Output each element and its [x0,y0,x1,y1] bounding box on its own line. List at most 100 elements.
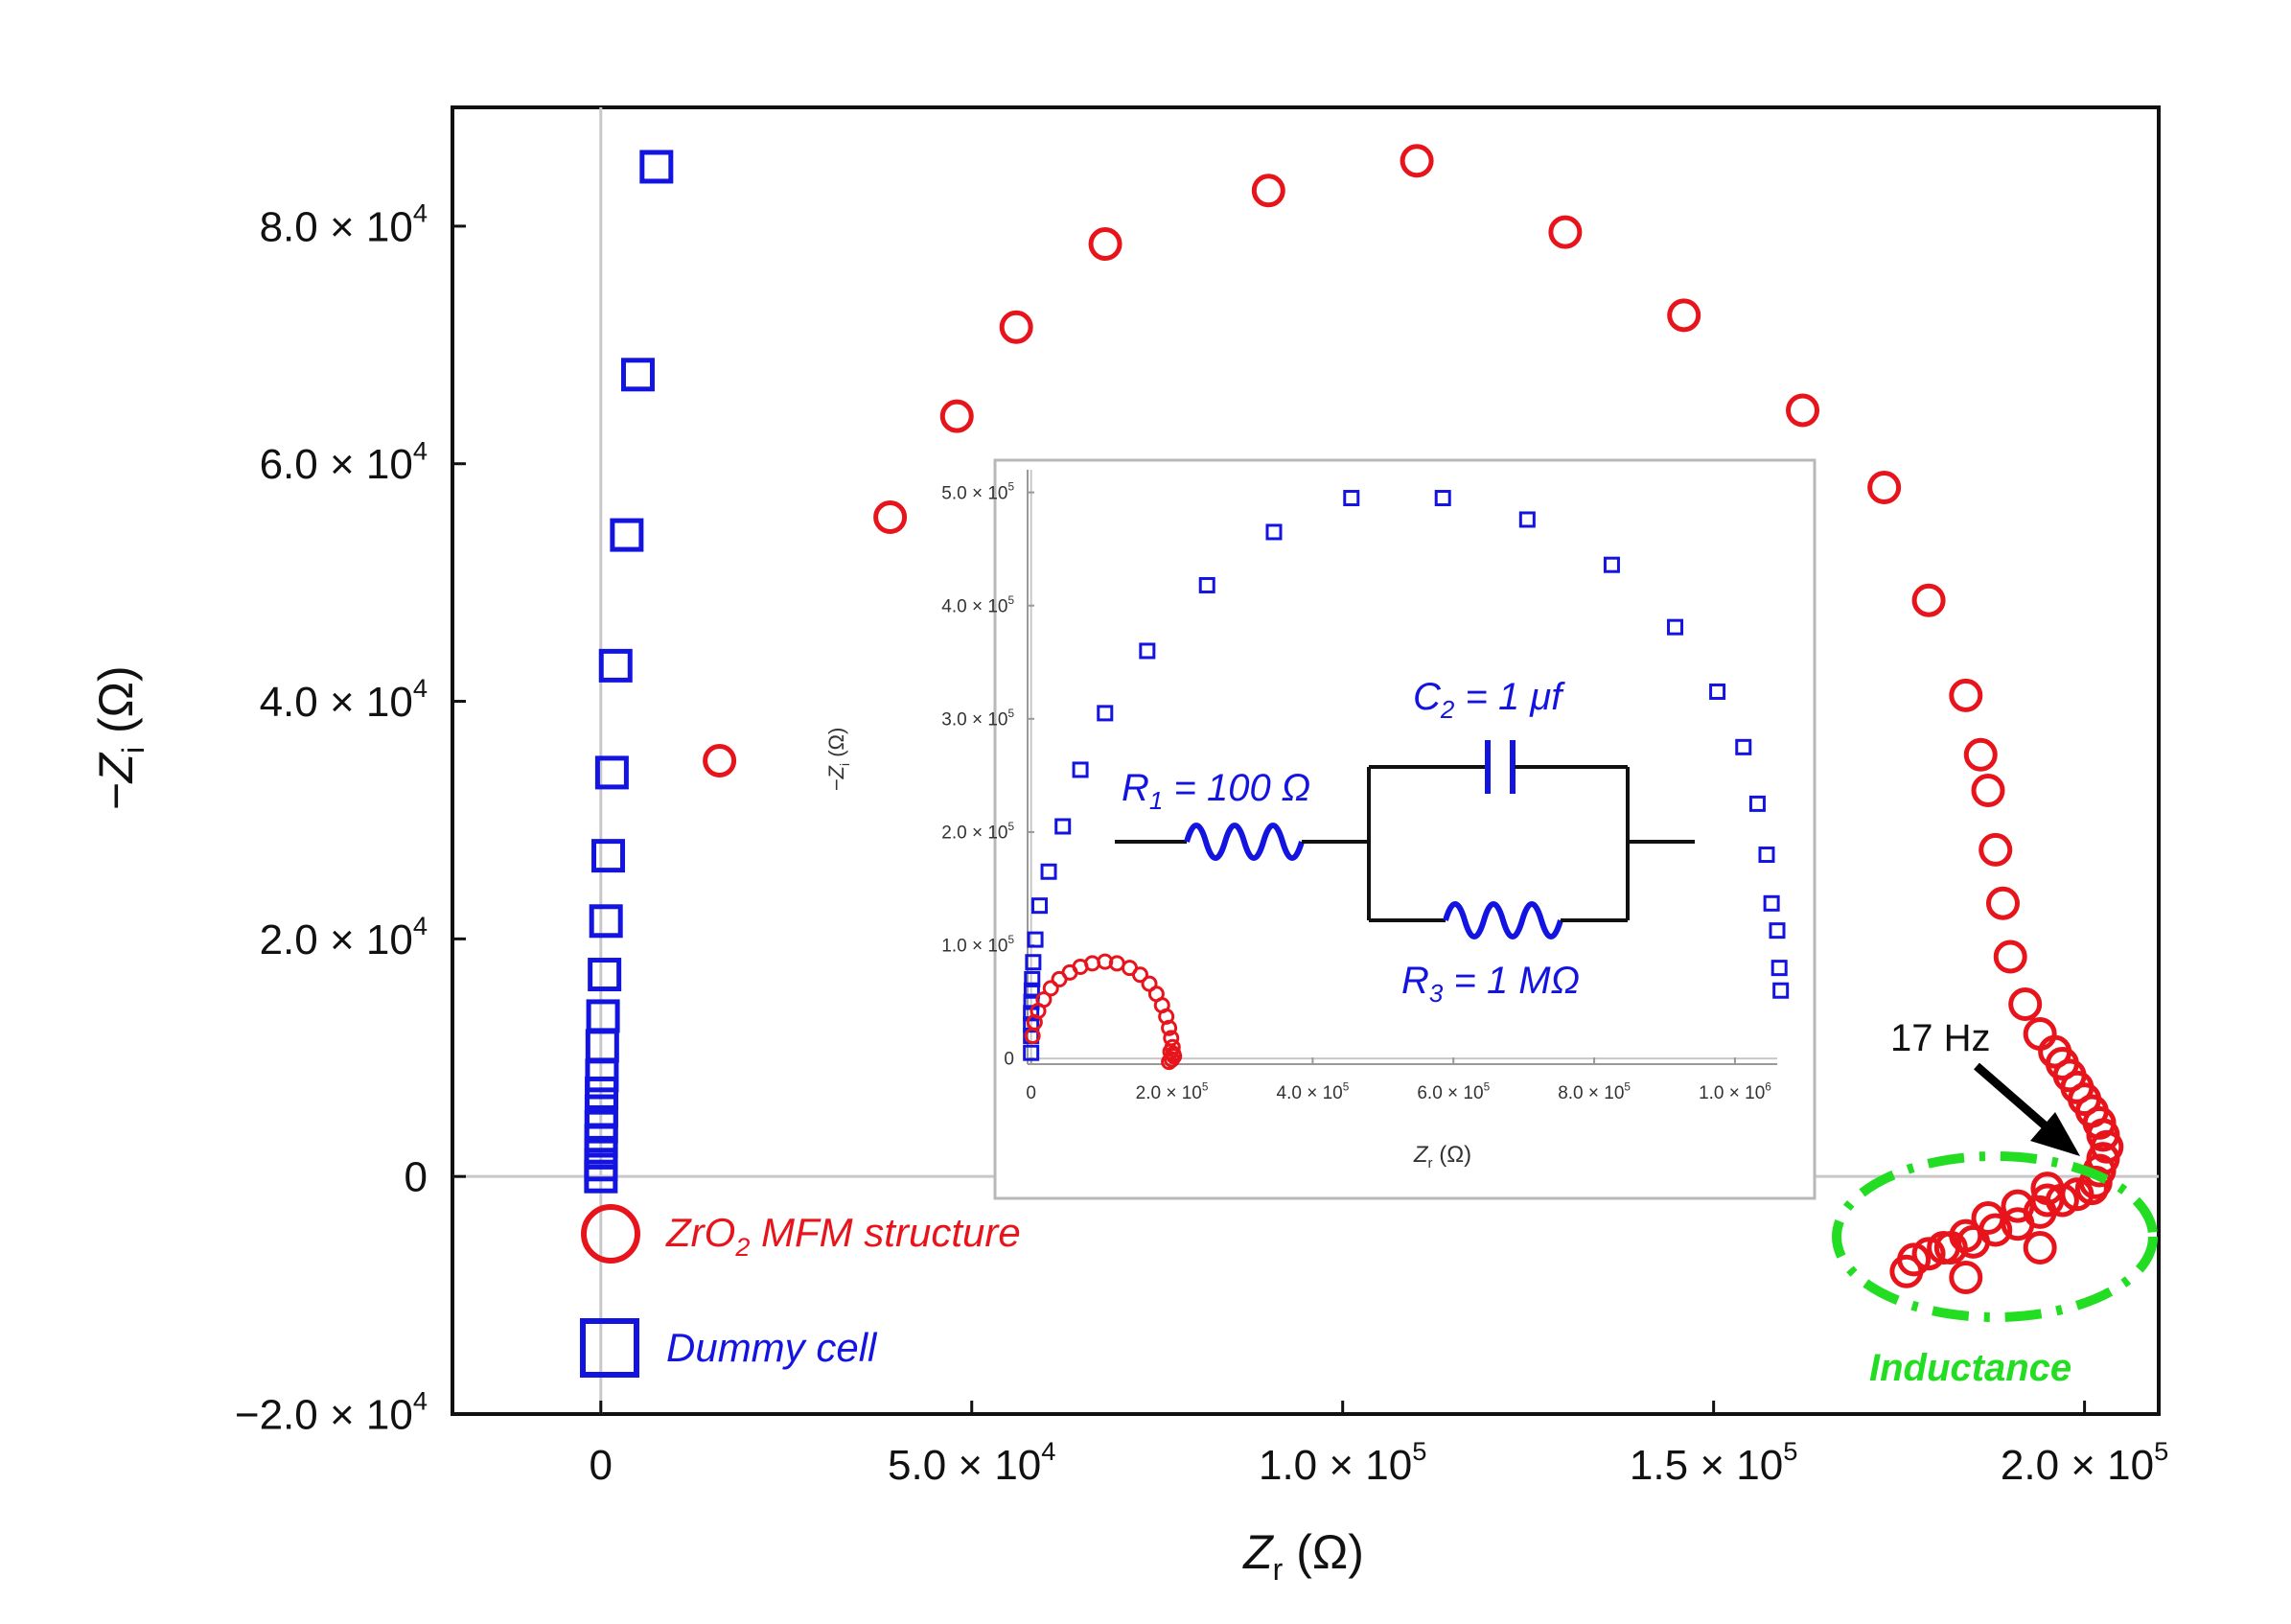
circuit-r3-sym: R [1401,960,1429,1002]
main-point-zro2 [1088,226,1122,261]
inset-point-zro2 [1161,1019,1178,1036]
inset-y-tick-text: 4.0 × 10 [941,596,1007,616]
inset-point-dummy [1025,954,1042,971]
inset-x-tick-text: 2.0 × 10 [1136,1083,1202,1103]
main-y-tick-text: 0 [405,1154,428,1201]
inset-y-tick-text: 3.0 × 10 [941,709,1007,730]
main-point-dummy [585,1076,619,1110]
inset-x-tick-label: 1.0 × 106 [1699,1080,1771,1103]
main-point-zro2 [1667,298,1701,333]
main-point-zro2 [1786,393,1820,428]
main-y-tick-exp: 4 [413,1386,428,1416]
main-y-tick-text: 4.0 × 10 [260,679,413,726]
circuit-c2-val: = 1 μf [1454,676,1565,718]
inset-point-dummy [1603,556,1620,573]
circuit-c2-sub: 2 [1440,695,1455,724]
main-point-zro2 [1949,678,1983,712]
main-point-dummy [585,1029,619,1063]
main-y-tick-label: 4.0 × 104 [260,673,428,726]
main-xlabel-main: Z [1242,1525,1274,1579]
main-point-zro2 [939,399,974,433]
inset-point-dummy [1024,970,1041,987]
inset-ylabel: −Zi (Ω) [824,728,852,792]
inset-y-tick-label: 2.0 × 105 [941,821,1014,844]
main-ylabel: −Zi (Ω) [89,665,150,810]
inset-x-tick-label: 8.0 × 105 [1558,1080,1631,1103]
circuit-r3-val: = 1 MΩ [1443,960,1580,1002]
main-point-zro2 [1889,1254,1924,1288]
main-y-tick-text: 8.0 × 10 [260,203,413,250]
inset-point-dummy [1198,576,1215,593]
inset-point-dummy [1054,818,1072,835]
main-x-tick-exp: 4 [1041,1436,1055,1466]
inset-x-tick-label: 0 [1026,1083,1036,1103]
main-x-tick-label: 1.0 × 105 [1259,1436,1426,1489]
main-point-zro2 [2023,1231,2057,1265]
legend-square-marker [580,1318,639,1378]
circuit-c2-sym: C [1413,676,1442,718]
inset-x-tick-label: 4.0 × 105 [1277,1080,1350,1103]
main-point-dummy [639,150,674,184]
inset-y-tick-exp: 5 [1007,594,1014,607]
inset-y-tick-label: 4.0 × 105 [941,594,1014,617]
main-point-zro2 [1949,1261,1983,1295]
inset-ylabel-unit: (Ω) [824,728,848,763]
main-point-zro2 [1867,471,1902,505]
annotation-arrow-head [2030,1112,2080,1156]
inset-x-tick-exp: 5 [1484,1080,1491,1093]
inset-point-dummy [1769,922,1786,940]
inset-point-dummy [1023,1044,1040,1061]
annotation-arrow-line [1974,1062,2054,1135]
main-y-tick-text: 6.0 × 10 [260,441,413,488]
main-x-tick-label: 1.5 × 105 [1630,1436,1797,1489]
inset-point-dummy [1023,1005,1040,1022]
main-point-zro2 [2030,1172,2065,1206]
inset-point-zro2 [1035,991,1053,1009]
main-y-tick-exp: 4 [413,911,428,940]
main-xlabel-unit: (Ω) [1283,1525,1364,1579]
main-x-tick-text: 1.5 × 10 [1630,1442,1783,1489]
inset-point-zro2 [1131,966,1148,984]
inductance-label: Inductance [1869,1347,2071,1389]
annotation-inductance: Inductance [1832,1151,2158,1389]
main-y-tick-label: −2.0 × 104 [235,1386,428,1439]
inset-x-tick-exp: 5 [1624,1080,1631,1093]
main-point-zro2 [1911,1237,1946,1271]
circuit-r1-val: = 100 Ω [1163,767,1310,809]
main-ylabel-sub: i [116,747,150,754]
inset-x-tick-exp: 5 [1343,1080,1350,1093]
main-point-dummy [584,1159,618,1194]
inset-x-tick-label: 2.0 × 105 [1136,1080,1209,1103]
circuit-label-r1: R1 = 100 Ω [1122,767,1310,815]
main-point-zro2 [703,744,737,777]
main-x-tick-exp: 5 [2154,1436,2168,1466]
inset-x-tick-exp: 5 [1202,1080,1209,1093]
inset-xlabel-sub: r [1428,1155,1433,1172]
inset-y-tick-exp: 5 [1007,481,1014,494]
main-point-dummy [610,518,644,552]
main-x-tick-text: 0 [590,1442,613,1489]
legend-label-dummy: Dummy cell [666,1325,878,1370]
main-point-zro2 [1971,1201,2005,1236]
inset-point-dummy [1030,897,1048,915]
annotation-17hz-label: 17 Hz [1890,1017,1991,1059]
main-y-tick-label: 0 [405,1154,428,1201]
main-point-zro2 [999,310,1033,344]
main-x-tick-text: 2.0 × 10 [2001,1442,2154,1489]
inset-y-tick-text: 1.0 × 10 [941,937,1007,957]
main-point-zro2 [873,499,908,534]
inset-point-zro2 [1042,980,1059,997]
inset-point-dummy [1763,894,1780,912]
main-point-zro2 [1949,1218,1983,1253]
main-point-dummy [586,999,620,1033]
legend-circle-marker [581,1204,640,1264]
legend: ZrO2 MFM structure Dummy cell [580,1204,1021,1378]
main-point-zro2 [1979,832,2013,867]
main-point-zro2 [2008,987,2043,1022]
legend-label-zro2-post: MFM structure [750,1210,1020,1255]
inset-series-layer [1023,490,1790,1071]
main-x-tick-label: 5.0 × 104 [888,1436,1055,1489]
main-point-zro2 [1911,583,1946,617]
main-y-tick-exp: 4 [413,198,428,228]
inset-x-tick-label: 6.0 × 105 [1417,1080,1490,1103]
